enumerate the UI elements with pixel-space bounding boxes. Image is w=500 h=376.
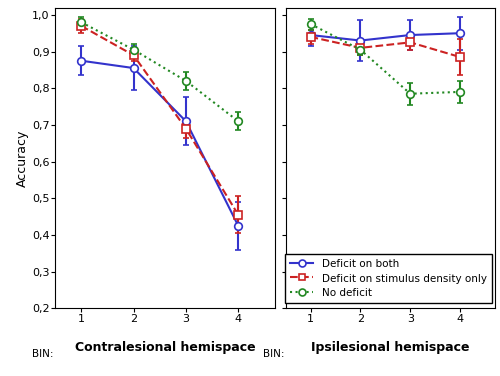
Text: BIN:: BIN: <box>263 349 284 359</box>
Legend: Deficit on both, Deficit on stimulus density only, No deficit: Deficit on both, Deficit on stimulus den… <box>285 254 492 303</box>
X-axis label: Contralesional hemispace: Contralesional hemispace <box>74 341 255 353</box>
Y-axis label: Accuracy: Accuracy <box>16 129 29 186</box>
Text: BIN:: BIN: <box>32 349 54 359</box>
X-axis label: Ipsilesional hemispace: Ipsilesional hemispace <box>311 341 470 353</box>
